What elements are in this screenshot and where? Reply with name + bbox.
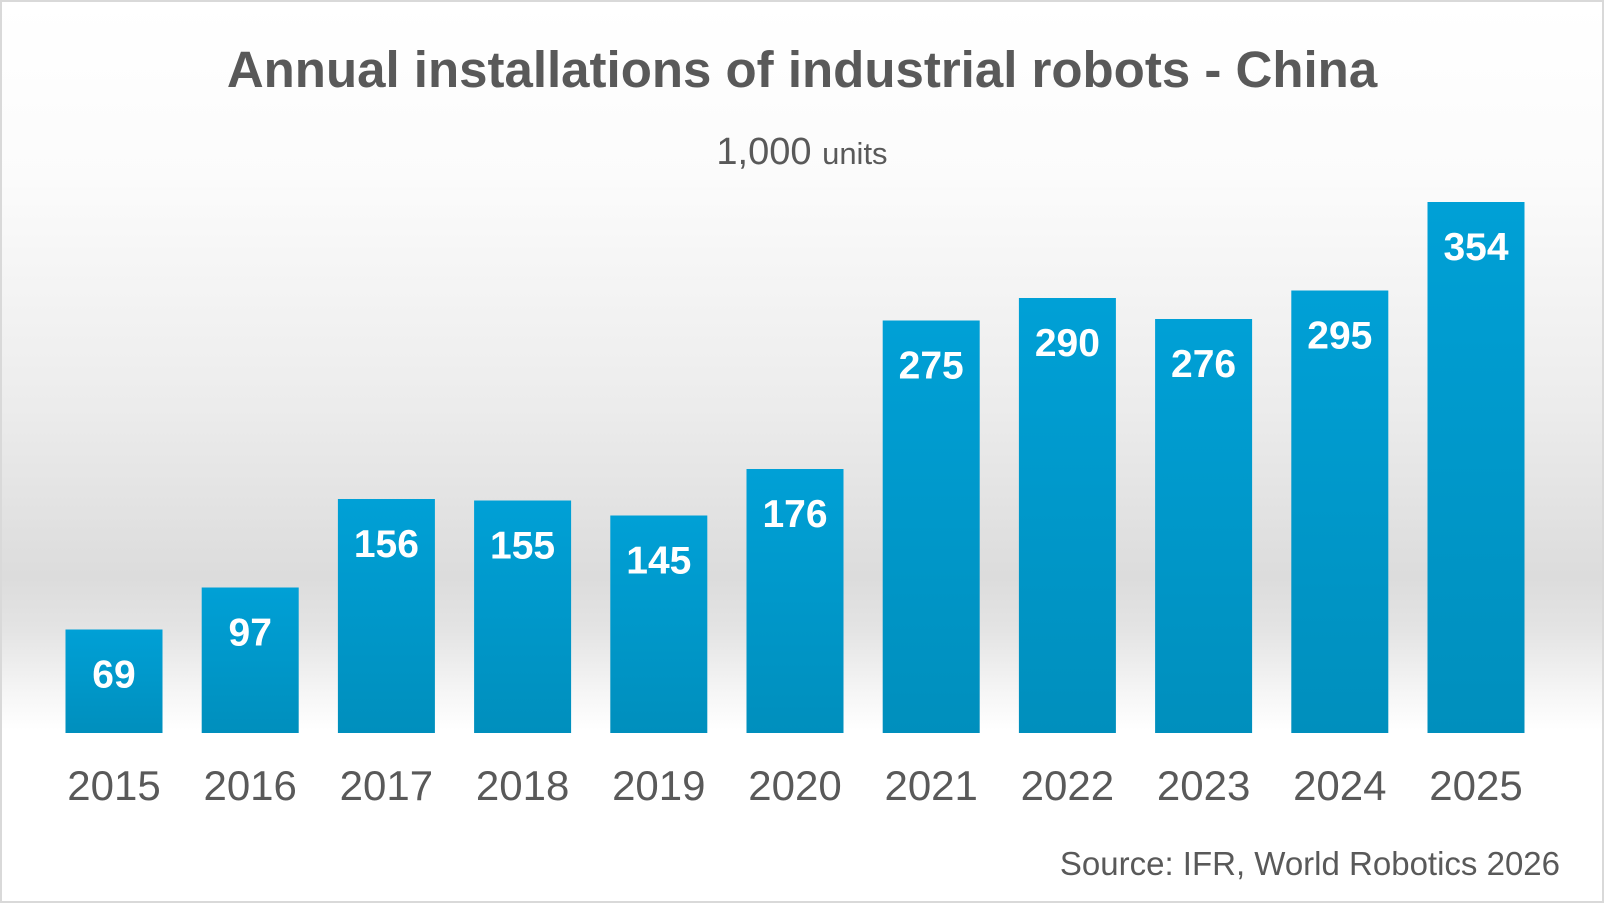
value-label-2024: 295	[1307, 315, 1372, 358]
value-label-2022: 290	[1035, 322, 1100, 365]
bar-2019	[610, 515, 708, 733]
tick-label-2017: 2017	[340, 762, 433, 809]
bar-2018	[474, 500, 572, 733]
subtitle-number: 1,000	[716, 131, 812, 173]
tick-label-2021: 2021	[884, 762, 977, 809]
bar-2023	[1155, 319, 1253, 733]
bar-2016	[201, 587, 299, 733]
tick-label-2024: 2024	[1293, 762, 1386, 809]
value-label-2015: 69	[92, 654, 135, 697]
value-label-2019: 145	[626, 540, 691, 583]
value-label-2016: 97	[229, 612, 272, 655]
bar-2021	[882, 320, 980, 733]
tick-label-2019: 2019	[612, 762, 705, 809]
tick-label-2023: 2023	[1157, 762, 1250, 809]
value-label-2020: 176	[762, 493, 827, 536]
value-label-2017: 156	[354, 523, 419, 566]
tick-label-2025: 2025	[1429, 762, 1522, 809]
bars-layer	[65, 202, 1525, 733]
chart-title: Annual installations of industrial robot…	[226, 41, 1378, 98]
bar-2017	[337, 499, 435, 733]
value-label-2018: 155	[490, 525, 555, 568]
value-labels-layer: 69 97 156 155 145 176 275 290 276 295 354	[92, 226, 1509, 697]
bar-2020	[746, 469, 844, 733]
subtitle-units: units	[822, 136, 888, 171]
x-axis-tick-labels: 2015 2016 2017 2018 2019 2020 2021 2022 2023 2024…	[67, 762, 1522, 809]
bar-2024	[1291, 290, 1389, 733]
tick-label-2016: 2016	[203, 762, 296, 809]
source-note: Source: IFR, World Robotics 2026	[1059, 845, 1560, 882]
tick-label-2020: 2020	[748, 762, 841, 809]
value-label-2023: 276	[1171, 343, 1236, 386]
tick-label-2022: 2022	[1021, 762, 1114, 809]
bar-2015	[65, 629, 163, 733]
tick-label-2015: 2015	[67, 762, 160, 809]
bar-2022	[1018, 298, 1116, 733]
value-label-2021: 275	[899, 345, 964, 388]
bar-2025	[1427, 202, 1525, 733]
tick-label-2018: 2018	[476, 762, 569, 809]
value-label-2025: 354	[1443, 226, 1508, 269]
chart-subtitle: 1,000 units	[2, 131, 1602, 174]
